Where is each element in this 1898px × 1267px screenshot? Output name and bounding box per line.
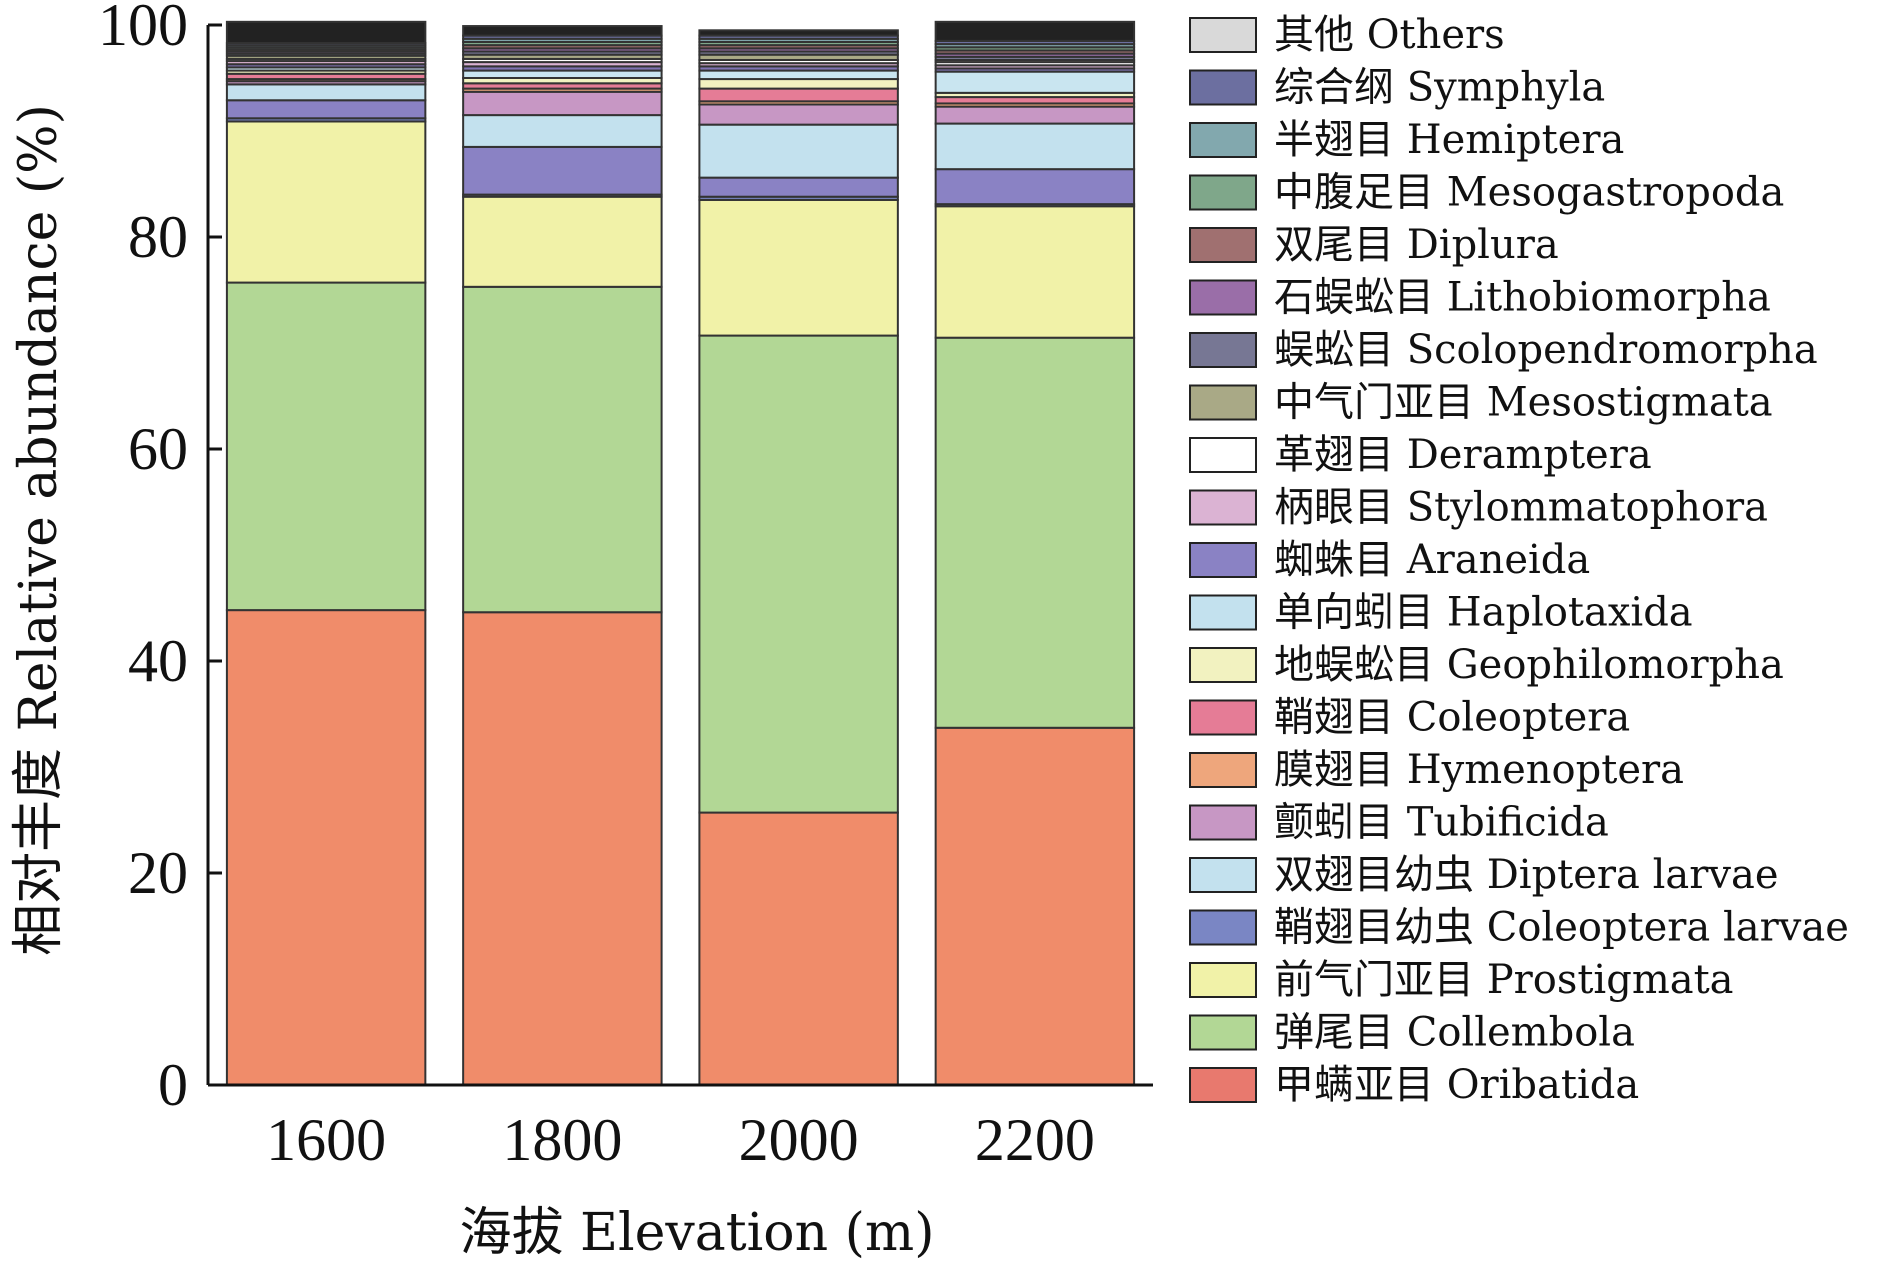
legend-label-20: 甲螨亚目 Oribatida (1274, 1062, 1639, 1108)
legend-label-8: 革翅目 Deramptera (1274, 432, 1652, 478)
bar-segment-2200-10 (934, 70, 1136, 94)
legend-label-1: 综合纲 Symphyla (1274, 65, 1605, 111)
bar-segment-1600-2 (225, 120, 427, 284)
legend-swatch-7 (1189, 384, 1257, 421)
legend-label-5: 石蜈蚣目 Lithobiomorpha (1274, 275, 1771, 321)
legend-swatch-1 (1189, 69, 1257, 106)
legend-swatch-9 (1189, 489, 1257, 526)
legend-swatch-14 (1189, 752, 1257, 788)
bar-segment-2000-21 (698, 29, 899, 37)
bar-segment-1800-21 (462, 25, 663, 37)
y-tick-label-40: 40 (128, 628, 188, 694)
legend-label-10: 蜘蛛目 Araneida (1274, 537, 1590, 583)
bar-segment-2000-9 (698, 78, 899, 90)
legend-swatch-19 (1189, 1014, 1257, 1051)
legend-label-17: 鞘翅目幼虫 Coleoptera larvae (1274, 905, 1849, 951)
y-tick-label-80: 80 (128, 204, 188, 270)
bar-segment-2200-21 (934, 20, 1136, 42)
y-tick-label-60: 60 (128, 416, 188, 482)
bar-segment-2200-4 (934, 168, 1136, 206)
legend-swatch-12 (1189, 647, 1257, 683)
bar-segment-1800-10 (462, 69, 663, 80)
legend-swatch-5 (1189, 279, 1257, 316)
bar-segment-1800-0 (462, 611, 663, 1086)
legend-swatch-17 (1189, 909, 1257, 946)
y-tick-label-0: 0 (158, 1052, 188, 1118)
legend-swatch-2 (1189, 122, 1257, 158)
legend: 其他 Others 综合纲 Symphyla 半翅目 Hemiptera 中腹足目 M… (1189, 12, 1849, 1108)
legend-label-13: 鞘翅目 Coleoptera (1274, 695, 1630, 741)
axes-group (206, 25, 1153, 1087)
legend-label-3: 中腹足目 Mesogastropoda (1274, 170, 1784, 216)
bar-segment-1600-21 (225, 20, 427, 45)
bar-segment-2200-2 (934, 205, 1136, 339)
y-tick-label-100: 100 (98, 0, 188, 58)
y-axis-title: 相对丰度 Relative abundance (%) (9, 104, 69, 956)
bar-segment-1600-5 (225, 83, 427, 102)
legend-swatch-6 (1189, 332, 1257, 368)
legend-label-0: 其他 Others (1274, 12, 1505, 58)
legend-swatch-3 (1189, 174, 1257, 211)
bar-segment-2000-8 (698, 87, 899, 103)
legend-swatch-8 (1189, 437, 1257, 473)
bar-segment-2000-4 (698, 176, 899, 198)
legend-swatch-18 (1189, 962, 1257, 998)
legend-label-15: 颤蚓目 Tubificida (1274, 800, 1609, 846)
legend-label-9: 柄眼目 Stylommatophora (1274, 485, 1768, 531)
bar-segment-2000-10 (698, 69, 899, 81)
bars-group (225, 20, 1136, 1087)
legend-label-19: 弹尾目 Collembola (1274, 1010, 1635, 1056)
legend-swatch-0 (1189, 17, 1257, 53)
x-tick-label-1600: 1600 (266, 1107, 386, 1173)
bar-segment-2200-5 (934, 122, 1136, 171)
legend-label-7: 中气门亚目 Mesostigmata (1274, 380, 1773, 426)
legend-swatch-16 (1189, 857, 1257, 893)
legend-label-4: 双尾目 Diplura (1274, 222, 1559, 268)
bar-segment-1600-1 (225, 281, 427, 612)
x-tick-label-2000: 2000 (739, 1107, 859, 1173)
bar-segment-1800-6 (462, 90, 663, 117)
legend-label-11: 单向蚓目 Haplotaxida (1274, 590, 1693, 636)
legend-swatch-20 (1189, 1067, 1257, 1103)
legend-swatch-4 (1189, 227, 1257, 263)
x-tick-label-1800: 1800 (502, 1107, 622, 1173)
ticks-group: 0 20 40 60 80 100 1600 1800 2000 2200 (98, 0, 1095, 1173)
bar-segment-2000-2 (698, 198, 899, 337)
bar-segment-2000-0 (698, 811, 899, 1087)
bar-segment-1800-1 (462, 285, 663, 614)
x-axis-title: 海拔 Elevation (m) (459, 1203, 934, 1263)
bar-segment-2000-1 (698, 334, 899, 814)
y-tick-label-20: 20 (128, 840, 188, 906)
bar-segment-2000-6 (698, 103, 899, 126)
bar-segment-1600-4 (225, 99, 427, 120)
legend-swatch-15 (1189, 804, 1257, 841)
x-tick-label-2200: 2200 (975, 1107, 1095, 1173)
legend-label-2: 半翅目 Hemiptera (1274, 117, 1624, 163)
legend-label-16: 双翅目幼虫 Diptera larvae (1274, 852, 1779, 898)
legend-label-12: 地蜈蚣目 Geophilomorpha (1274, 642, 1784, 688)
legend-swatch-13 (1189, 699, 1257, 736)
bar-segment-2200-6 (934, 105, 1136, 125)
bar-segment-1800-2 (462, 195, 663, 288)
bar-segment-2200-1 (934, 336, 1136, 729)
bar-segment-1600-0 (225, 609, 427, 1086)
legend-label-14: 膜翅目 Hymenoptera (1274, 747, 1684, 793)
bar-segment-1800-5 (462, 114, 663, 148)
bar-segment-2200-0 (934, 726, 1136, 1087)
legend-swatch-10 (1189, 542, 1257, 578)
legend-label-6: 蜈蚣目 Scolopendromorpha (1274, 327, 1818, 373)
legend-swatch-11 (1189, 594, 1257, 631)
bar-segment-1800-4 (462, 145, 663, 196)
legend-label-18: 前气门亚目 Prostigmata (1274, 957, 1734, 1003)
bar-segment-2000-5 (698, 123, 899, 179)
